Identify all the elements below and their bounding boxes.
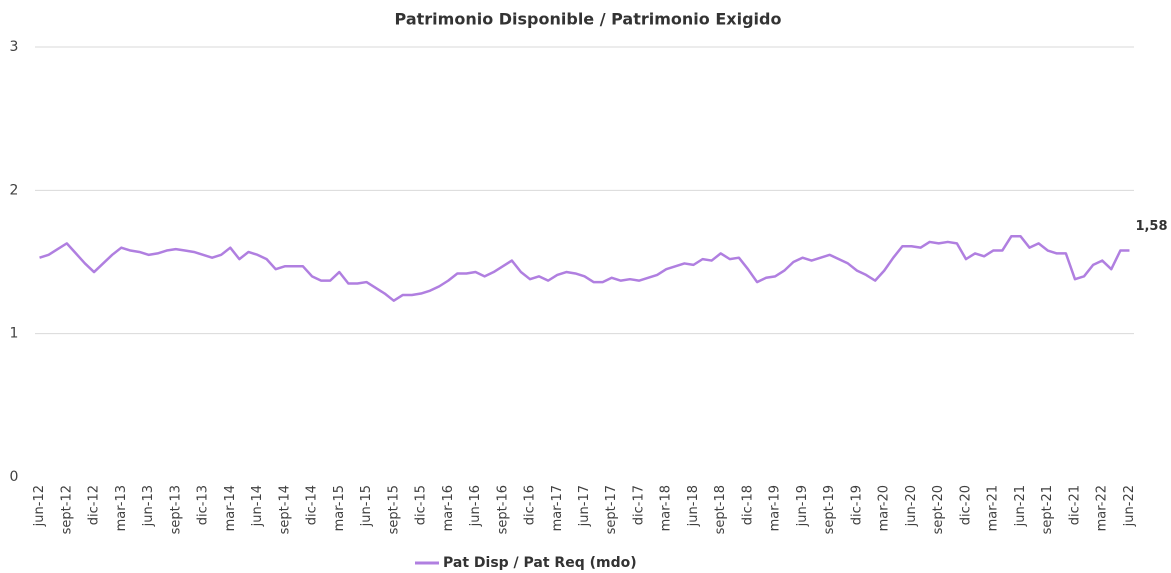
x-tick-label: jun-12 (32, 485, 47, 527)
x-tick-label: mar-19 (768, 485, 783, 531)
x-tick-label: mar-16 (441, 485, 456, 531)
y-tick-label: 0 (10, 469, 19, 485)
x-tick-label: jun-15 (359, 485, 374, 527)
x-tick-label: jun-17 (577, 485, 592, 527)
x-tick-label: jun-21 (1013, 485, 1028, 527)
x-tick-label: dic-20 (958, 485, 973, 525)
x-tick-label: dic-18 (740, 485, 755, 525)
line-series (39, 234, 1130, 302)
y-tick-label: 3 (10, 39, 19, 55)
x-tick-label: mar-21 (986, 485, 1001, 531)
x-tick-label: jun-20 (904, 485, 919, 527)
x-tick-label: jun-19 (795, 485, 810, 527)
x-tick-label: jun-14 (250, 485, 265, 527)
x-tick-label: mar-22 (1095, 485, 1110, 531)
y-tick-label: 1 (10, 326, 19, 342)
x-tick-label: sept-15 (386, 485, 401, 534)
x-tick-label: dic-17 (631, 485, 646, 525)
x-tick-label: dic-16 (523, 485, 538, 525)
x-tick-label: mar-15 (332, 485, 347, 531)
x-tick-label: jun-13 (141, 485, 156, 527)
x-tick-label: dic-15 (414, 485, 429, 525)
legend-label: Pat Disp / Pat Req (mdo) (443, 555, 637, 571)
x-tick-label: dic-19 (849, 485, 864, 525)
x-tick-label: jun-22 (1122, 485, 1137, 527)
chart-title: Patrimonio Disponible / Patrimonio Exigi… (395, 10, 782, 29)
x-tick-label: dic-13 (196, 485, 211, 525)
x-tick-label: sept-20 (931, 485, 946, 534)
x-tick-label: sept-17 (604, 485, 619, 534)
x-tick-label: jun-16 (468, 485, 483, 527)
x-tick-label: sept-18 (713, 485, 728, 534)
x-tick-label: dic-14 (305, 485, 320, 525)
x-tick-label: sept-16 (495, 485, 510, 534)
x-tick-label: mar-18 (659, 485, 674, 531)
x-tick-label: dic-21 (1067, 485, 1082, 525)
x-tick-label: dic-12 (87, 485, 102, 525)
x-tick-label: mar-17 (550, 485, 565, 531)
x-tick-label: sept-12 (59, 485, 74, 534)
x-tick-label: jun-18 (686, 485, 701, 527)
data-label: 1,58 (1135, 219, 1167, 234)
x-tick-label: mar-20 (877, 485, 892, 531)
x-tick-label: sept-19 (822, 485, 837, 534)
x-tick-label: sept-21 (1040, 485, 1055, 534)
x-tick-label: sept-14 (277, 485, 292, 534)
x-tick-label: mar-13 (114, 485, 129, 531)
y-tick-label: 2 (10, 182, 19, 198)
x-tick-label: mar-14 (223, 485, 238, 531)
x-tick-label: sept-13 (168, 485, 183, 534)
